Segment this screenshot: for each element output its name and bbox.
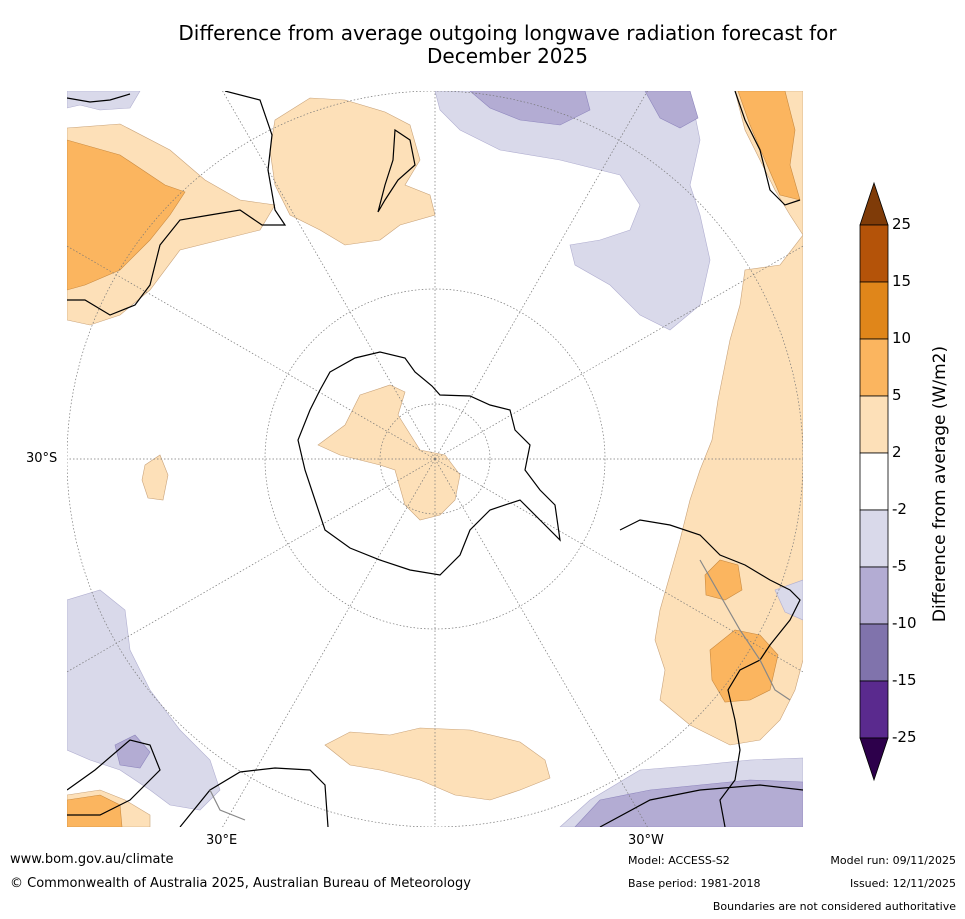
colorbar-tick: 25 bbox=[892, 215, 912, 233]
anomaly-region-island bbox=[141, 454, 169, 501]
africa-coastline bbox=[67, 91, 287, 316]
anomaly-region-antarctica bbox=[317, 384, 461, 521]
colorbar-extend-bottom bbox=[859, 737, 889, 782]
anomaly-region-sa-strong-1 bbox=[704, 559, 743, 601]
title-line-2: December 2025 bbox=[427, 44, 588, 68]
coastlines bbox=[67, 91, 803, 827]
lon-label-30w: 30°W bbox=[628, 833, 664, 848]
colorbar-title: Difference from average (W/m2) bbox=[930, 345, 950, 623]
chart-title: Difference from average outgoing longwav… bbox=[60, 22, 955, 68]
footer-disclaimer: Boundaries are not considered authoritat… bbox=[712, 900, 956, 913]
anomaly-region-se-negative-strong bbox=[574, 779, 803, 827]
footer-base-period: Base period: 1981-2018 bbox=[628, 877, 761, 890]
footer-model: Model: ACCESS-S2 bbox=[628, 854, 730, 867]
colorbar-bin-15-25 bbox=[859, 224, 889, 283]
anomaly-region-pacific-negative bbox=[434, 91, 711, 331]
anomaly-region-pacific-negative-strong bbox=[469, 91, 591, 126]
colorbar-tick: -5 bbox=[892, 557, 907, 575]
south-america-coastline bbox=[619, 519, 801, 827]
ne-land-coastline bbox=[67, 93, 131, 103]
colorbar bbox=[859, 181, 889, 782]
anomaly-region-south-atlantic bbox=[324, 727, 551, 801]
footer-model-run: Model run: 09/11/2025 bbox=[830, 854, 956, 867]
anomaly-region-south-america bbox=[654, 234, 803, 746]
anomaly-region-sa-strong-2 bbox=[709, 629, 779, 703]
madagascar-coastline bbox=[377, 128, 416, 213]
anomaly-region-pacific-negative-strong-2 bbox=[644, 91, 699, 129]
colorbar-tick: 15 bbox=[892, 272, 912, 290]
colorbar-bin-neg10-neg15 bbox=[859, 623, 889, 682]
colorbar-bin-10-15 bbox=[859, 281, 889, 340]
atlantic-ne-coastline bbox=[734, 91, 801, 206]
antarctica-coastline bbox=[297, 351, 561, 576]
footer-url[interactable]: www.bom.gov.au/climate bbox=[10, 852, 174, 867]
anomaly-region-east-negative bbox=[774, 579, 803, 621]
se-land-coastline bbox=[599, 784, 803, 827]
colorbar-tick: 5 bbox=[892, 386, 902, 404]
colorbar-tick: -15 bbox=[892, 671, 917, 689]
colorbar-bin-neg5-neg10 bbox=[859, 566, 889, 625]
colorbar-tick: -10 bbox=[892, 614, 917, 632]
colorbar-extend-top bbox=[859, 181, 889, 226]
lon-label-30e: 30°E bbox=[206, 833, 238, 848]
colorbar-bin-neg15-neg25 bbox=[859, 680, 889, 739]
anomaly-region-africa-strong bbox=[67, 139, 186, 291]
lat-label-30s: 30°S bbox=[26, 451, 58, 466]
colorbar-tick: 10 bbox=[892, 329, 912, 347]
sw-land-coastline bbox=[67, 739, 161, 816]
anomaly-region-sw-strong bbox=[67, 794, 123, 827]
country-borders bbox=[209, 559, 791, 821]
colorbar-tick: -25 bbox=[892, 728, 917, 746]
anomaly-region-indian-ocean bbox=[269, 97, 436, 246]
anomaly-region-atlantic-negative bbox=[67, 589, 221, 811]
colorbar-bin-neg2-neg5 bbox=[859, 509, 889, 568]
title-line-1: Difference from average outgoing longwav… bbox=[178, 21, 837, 45]
colorbar-tick: -2 bbox=[892, 500, 907, 518]
footer-copyright: © Commonwealth of Australia 2025, Austra… bbox=[10, 876, 471, 891]
colorbar-bin-5-10 bbox=[859, 338, 889, 397]
map-panel bbox=[67, 91, 803, 827]
footer-issued: Issued: 12/11/2025 bbox=[849, 877, 956, 890]
graticule bbox=[67, 91, 803, 827]
colorbar-bin-neutral bbox=[859, 452, 889, 511]
colorbar-bin-2-5 bbox=[859, 395, 889, 454]
colorbar-tick: 2 bbox=[892, 443, 902, 461]
